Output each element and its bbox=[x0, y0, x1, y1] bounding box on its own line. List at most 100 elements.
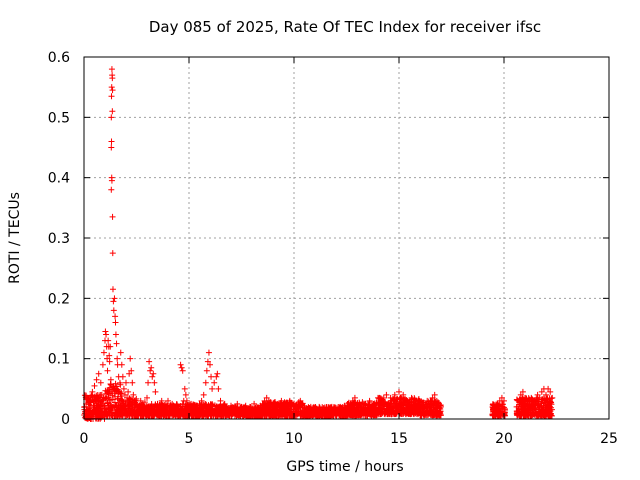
roti-point bbox=[113, 340, 120, 347]
roti-point bbox=[538, 388, 545, 395]
roti-band-point bbox=[333, 408, 340, 415]
roti-point bbox=[96, 403, 103, 410]
roti-point bbox=[112, 313, 119, 320]
y-tick-label: 0.6 bbox=[48, 50, 70, 66]
roti-point bbox=[438, 403, 444, 410]
roti-band-point bbox=[247, 412, 254, 419]
roti-point bbox=[221, 400, 228, 407]
roti-point bbox=[108, 66, 115, 73]
roti-point bbox=[109, 87, 116, 94]
roti-point bbox=[320, 405, 327, 412]
roti-point bbox=[128, 367, 135, 374]
roti-band-point bbox=[264, 412, 271, 419]
roti-band-point bbox=[141, 407, 148, 414]
roti-point bbox=[379, 397, 386, 404]
roti-band-point bbox=[407, 404, 414, 411]
roti-point bbox=[274, 400, 281, 407]
roti-point bbox=[167, 403, 174, 410]
roti-point bbox=[114, 355, 121, 362]
x-axis-label: GPS time / hours bbox=[286, 459, 403, 475]
roti-band-point bbox=[106, 384, 113, 391]
roti-point bbox=[131, 397, 138, 404]
roti-band-point bbox=[305, 412, 312, 419]
roti-point bbox=[351, 394, 358, 401]
roti-point bbox=[179, 367, 186, 374]
roti-band-point bbox=[402, 409, 409, 416]
roti-band-point bbox=[121, 410, 128, 417]
roti-band-point bbox=[346, 403, 353, 410]
chart-title: Day 085 of 2025, Rate Of TEC Index for r… bbox=[149, 18, 541, 36]
grid-lines bbox=[84, 57, 609, 419]
roti-point bbox=[181, 385, 188, 392]
roti-band-point bbox=[546, 403, 553, 410]
roti-band-point bbox=[357, 410, 364, 417]
roti-point bbox=[431, 391, 438, 398]
roti-band-point bbox=[376, 405, 383, 412]
roti-point bbox=[188, 400, 195, 407]
roti-band-point bbox=[489, 406, 496, 413]
roti-band-point bbox=[533, 396, 540, 403]
roti-band-point bbox=[116, 379, 123, 386]
roti-point bbox=[391, 391, 398, 398]
roti-point bbox=[526, 400, 533, 407]
roti-point bbox=[366, 397, 373, 404]
roti-point bbox=[333, 405, 339, 412]
roti-point bbox=[328, 403, 335, 410]
roti-point bbox=[412, 397, 419, 404]
roti-point bbox=[106, 358, 113, 365]
roti-band-point bbox=[192, 410, 199, 417]
roti-band-point bbox=[369, 407, 376, 414]
roti-point bbox=[223, 403, 230, 410]
roti-point bbox=[109, 286, 116, 293]
x-tick-label: 5 bbox=[185, 431, 194, 447]
roti-point bbox=[94, 397, 101, 404]
roti-point bbox=[345, 400, 352, 407]
roti-point bbox=[97, 379, 104, 386]
roti-band-point bbox=[385, 402, 392, 409]
roti-point bbox=[145, 379, 152, 386]
roti-point bbox=[236, 406, 243, 413]
roti-band-point bbox=[434, 411, 441, 418]
roti-point bbox=[123, 379, 129, 386]
roti-point bbox=[536, 394, 543, 401]
y-tick-label: 0.3 bbox=[48, 231, 70, 247]
roti-point bbox=[149, 373, 156, 380]
roti-band-point bbox=[363, 411, 370, 418]
roti-band-point bbox=[294, 410, 301, 417]
roti-point bbox=[107, 376, 114, 383]
roti-band-point bbox=[126, 399, 133, 406]
roti-point bbox=[111, 295, 118, 302]
roti-point bbox=[98, 391, 105, 398]
roti-point bbox=[545, 385, 552, 392]
roti-point bbox=[324, 406, 331, 413]
roti-band-point bbox=[394, 396, 401, 403]
roti-band-point bbox=[107, 390, 114, 397]
roti-point bbox=[108, 177, 115, 184]
roti-point bbox=[139, 402, 146, 409]
roti-band-point bbox=[287, 401, 294, 408]
roti-point bbox=[502, 406, 509, 413]
roti-point bbox=[203, 367, 210, 374]
roti-band-point bbox=[199, 410, 206, 417]
roti-band-point bbox=[496, 405, 503, 412]
roti-band-point bbox=[433, 405, 440, 412]
roti-band-point bbox=[208, 412, 215, 419]
roti-point bbox=[213, 373, 220, 380]
roti-band-point bbox=[371, 400, 378, 407]
roti-point bbox=[178, 364, 185, 371]
roti-point bbox=[232, 403, 239, 410]
roti-band-point bbox=[340, 412, 347, 419]
roti-band-point bbox=[89, 408, 96, 415]
roti-point bbox=[498, 394, 505, 401]
roti-point bbox=[534, 391, 541, 398]
roti-point bbox=[532, 400, 539, 407]
roti-point bbox=[182, 391, 189, 398]
roti-band-point bbox=[106, 409, 113, 416]
roti-point bbox=[278, 397, 285, 404]
roti-point bbox=[116, 388, 123, 395]
roti-point bbox=[387, 394, 394, 401]
roti-band-point bbox=[112, 387, 119, 394]
roti-point bbox=[165, 397, 171, 404]
roti-point bbox=[435, 400, 442, 407]
roti-point bbox=[160, 403, 167, 410]
